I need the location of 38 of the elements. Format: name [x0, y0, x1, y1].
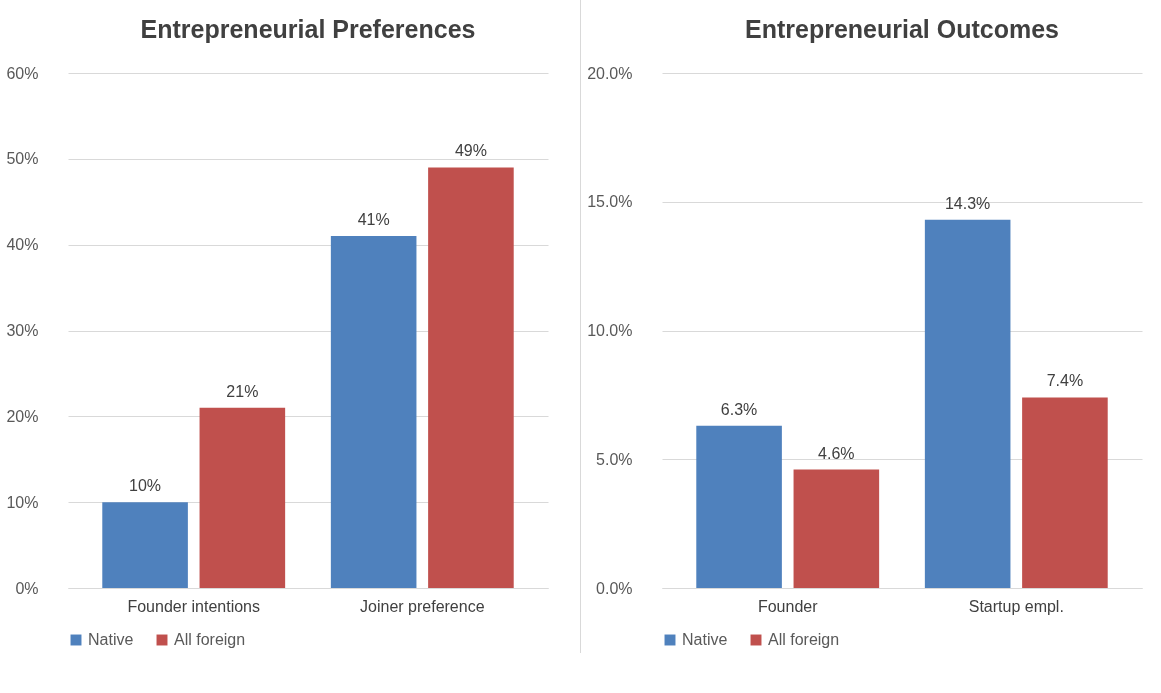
legend-label: All foreign: [174, 631, 246, 648]
x-tick-label: Founder: [757, 597, 819, 615]
x-tick-label: Startup empl.: [968, 597, 1064, 615]
data-label: 14.3%: [944, 194, 991, 212]
data-label: 49%: [454, 142, 487, 160]
y-tick-label: 60%: [6, 64, 39, 82]
bar: [102, 502, 188, 588]
y-tick-label: 15.0%: [587, 193, 633, 211]
chart-title: Entrepreneurial Outcomes: [745, 15, 1059, 43]
data-label: 4.6%: [818, 444, 855, 462]
bar: [924, 219, 1011, 588]
y-tick-label: 20%: [6, 407, 39, 425]
y-tick-label: 10.0%: [587, 322, 633, 339]
y-tick-label: 40%: [6, 236, 39, 254]
y-tick-label: 0%: [15, 579, 39, 597]
x-tick-label: Joiner preference: [360, 597, 485, 615]
legend-label: All foreign: [768, 631, 840, 648]
data-label: 7.4%: [1046, 372, 1084, 390]
bar: [199, 407, 286, 588]
legend-label: Native: [88, 631, 134, 648]
bar: [696, 425, 782, 588]
y-tick-label: 5.0%: [596, 450, 633, 468]
legend-label: Native: [682, 631, 728, 648]
data-label: 10%: [129, 477, 162, 495]
bar: [428, 167, 514, 588]
bar: [793, 469, 880, 588]
bar: [1022, 397, 1108, 588]
y-tick-label: 20.0%: [587, 64, 633, 82]
y-tick-label: 30%: [6, 322, 39, 339]
y-tick-label: 50%: [6, 150, 39, 168]
x-tick-label: Founder intentions: [127, 597, 260, 615]
data-label: 21%: [226, 382, 259, 400]
y-tick-label: 10%: [6, 493, 39, 511]
chart-title: Entrepreneurial Preferences: [140, 15, 476, 43]
bar: [330, 236, 417, 588]
data-label: 41%: [357, 211, 390, 229]
data-label: 6.3%: [720, 400, 758, 418]
y-tick-label: 0.0%: [596, 579, 633, 597]
